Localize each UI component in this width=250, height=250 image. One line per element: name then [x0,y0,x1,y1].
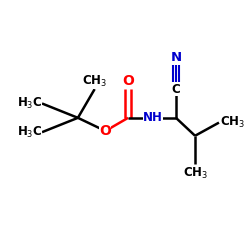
Text: CH$_3$: CH$_3$ [82,74,107,89]
Text: NH: NH [143,111,163,124]
Text: CH$_3$: CH$_3$ [182,166,208,181]
Text: N: N [170,51,181,64]
Text: O: O [122,74,134,88]
Text: CH$_3$: CH$_3$ [220,115,245,130]
Text: O: O [100,124,111,138]
Text: H$_3$C: H$_3$C [16,96,42,111]
Text: C: C [172,83,180,96]
Text: H$_3$C: H$_3$C [16,124,42,140]
